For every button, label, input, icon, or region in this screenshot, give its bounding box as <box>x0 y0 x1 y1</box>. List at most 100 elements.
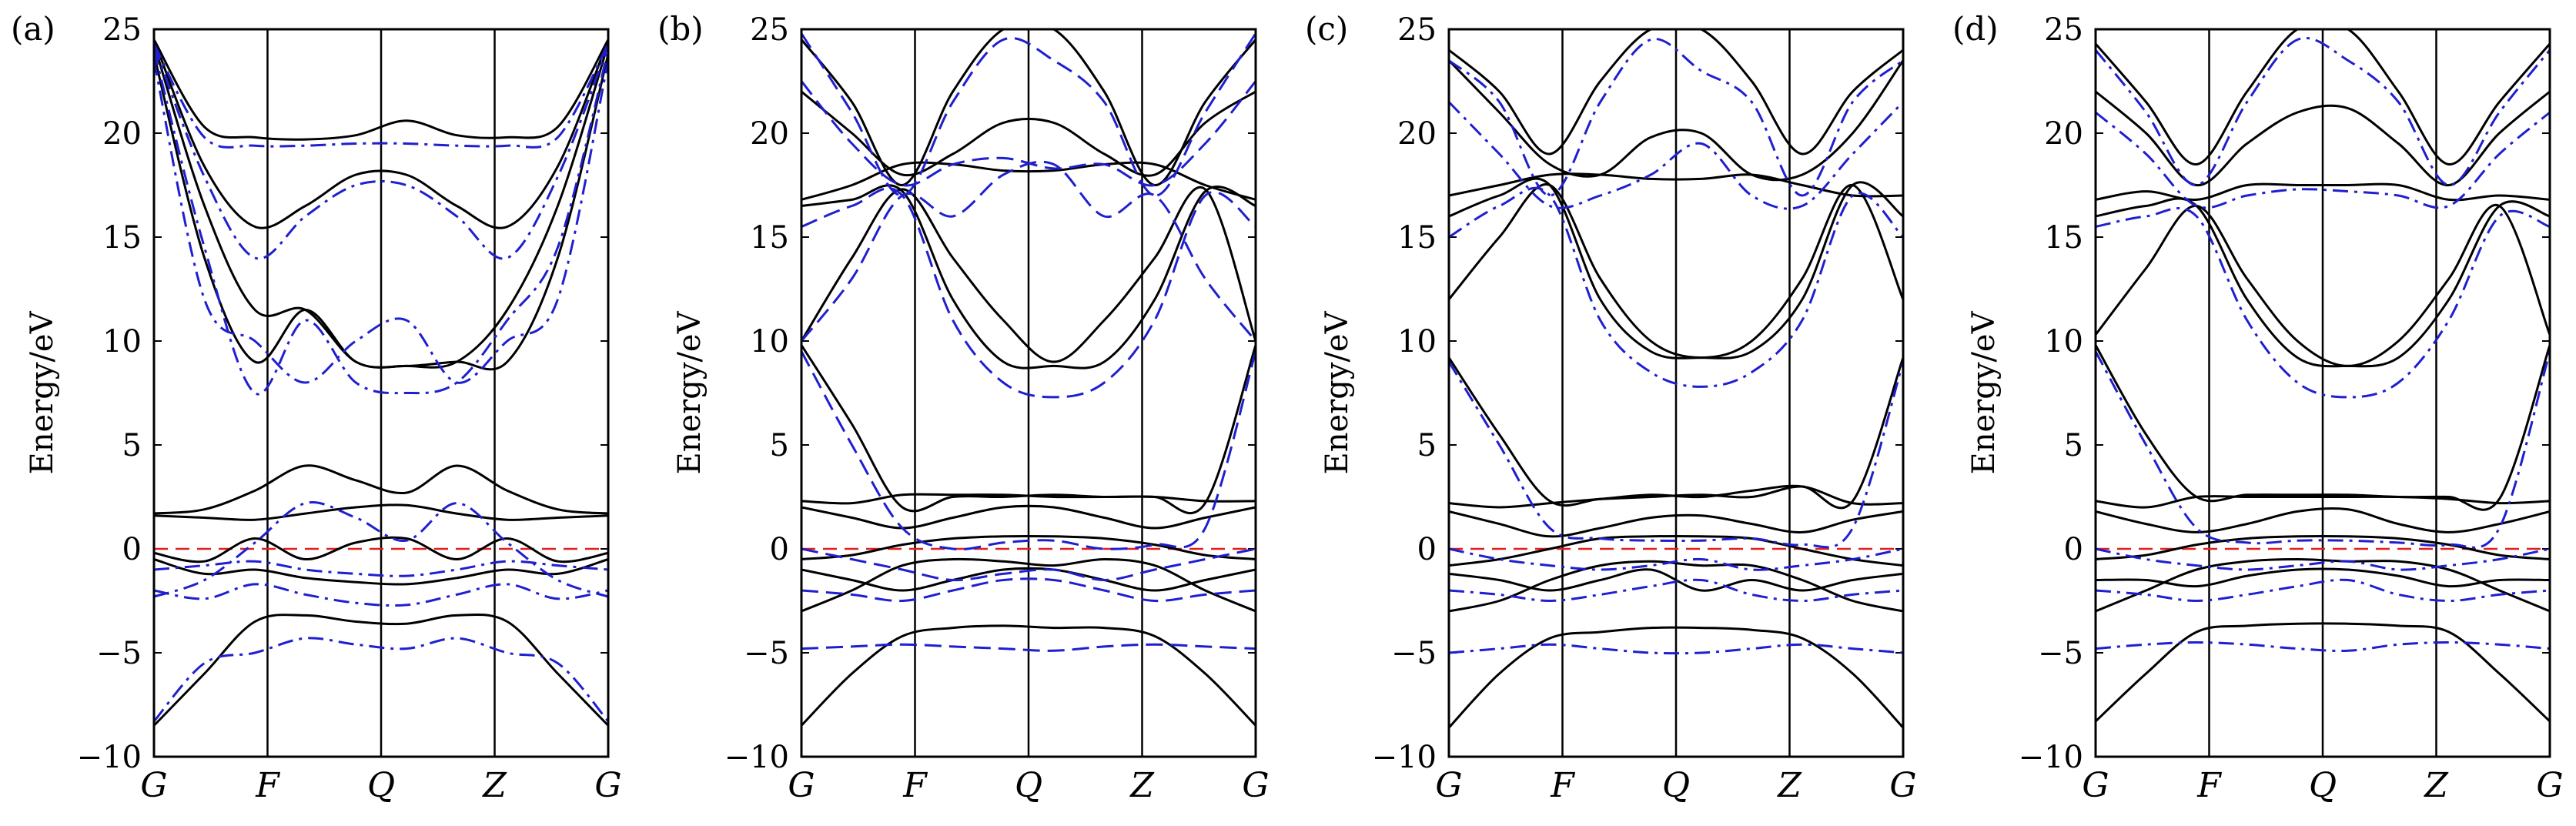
kpoint-label: Z <box>1776 766 1802 805</box>
panel-tag: (d) <box>1952 10 1999 48</box>
y-tick-label: 15 <box>102 220 142 256</box>
y-tick-label: 5 <box>2064 428 2083 463</box>
y-tick-label: 10 <box>1397 324 1437 359</box>
y-tick-label: 20 <box>2044 116 2083 152</box>
band-line-primary <box>1449 534 1903 567</box>
band-line-secondary <box>1449 547 1903 571</box>
bands <box>154 38 608 727</box>
kpoint-label: F <box>1550 766 1575 805</box>
band-line-primary <box>1449 626 1903 729</box>
y-tick-label: 0 <box>122 532 142 567</box>
kpoint-label: Q <box>1015 766 1042 805</box>
y-tick-label: 15 <box>1397 220 1437 256</box>
band-line-secondary <box>154 560 608 577</box>
y-tick-label: 20 <box>1397 116 1437 152</box>
band-line-primary <box>801 29 1256 186</box>
y-tick-label: −5 <box>744 636 789 671</box>
y-tick-label: 15 <box>2044 220 2083 256</box>
band-line-primary <box>2096 203 2550 367</box>
band-line-primary <box>154 38 608 229</box>
band-line-secondary <box>801 643 1256 652</box>
panel-2: (b) Energy/eV −10 −5 0 5 10 15 20 25 G F Q Z G <box>657 10 1270 805</box>
bands <box>1449 29 1903 729</box>
band-line-primary <box>2096 534 2550 560</box>
kpoint-label: F <box>902 766 928 805</box>
band-line-primary <box>801 504 1256 530</box>
y-tick-label: 20 <box>102 116 142 152</box>
band-line-secondary <box>1449 578 1903 603</box>
panel-1: (a) Energy/eV −10 −5 0 5 10 15 20 25 G F Q Z G <box>11 10 622 805</box>
y-tick-label: 5 <box>770 428 789 463</box>
y-axis-title: Energy/eV <box>1320 310 1355 474</box>
y-tick-label: −10 <box>1372 740 1437 775</box>
band-line-primary <box>1449 172 1903 198</box>
kpoint-label: G <box>1242 766 1269 805</box>
band-line-primary <box>2096 90 2550 187</box>
panel-4: (d) Energy/eV −10 −5 0 5 10 15 20 25 G F Q Z G <box>1952 10 2564 805</box>
panels-group: (a) Energy/eV −10 −5 0 5 10 15 20 25 G F Q Z G (b) Energ… <box>11 10 2564 805</box>
kpoint-label: G <box>594 766 621 805</box>
band-line-primary <box>154 536 608 563</box>
y-axis-title: Energy/eV <box>25 310 60 474</box>
y-tick-label: 0 <box>1417 532 1437 567</box>
band-line-primary <box>801 534 1256 560</box>
y-tick-label: 25 <box>1397 12 1437 48</box>
band-line-primary <box>1449 510 1903 538</box>
band-line-primary <box>2096 182 2550 202</box>
band-line-primary <box>1449 560 1903 613</box>
band-line-primary <box>2096 567 2550 588</box>
band-line-secondary <box>801 187 1256 399</box>
band-line-secondary <box>2096 640 2550 652</box>
kpoint-label: G <box>140 766 167 805</box>
kpoint-label: Z <box>1129 766 1155 805</box>
band-line-primary <box>1449 568 1903 592</box>
band-line-primary <box>154 54 608 371</box>
band-line-secondary <box>1449 101 1903 210</box>
band-line-secondary <box>154 49 608 396</box>
band-line-secondary <box>801 350 1256 551</box>
band-line-secondary <box>801 577 1256 603</box>
y-tick-label: 10 <box>2044 324 2083 359</box>
kpoint-label: F <box>255 766 280 805</box>
band-line-secondary <box>1449 186 1903 388</box>
kpoint-label: Z <box>2423 766 2449 805</box>
kpoint-label: G <box>1889 766 1916 805</box>
band-line-secondary <box>1449 38 1903 197</box>
y-tick-label: −5 <box>1391 636 1437 671</box>
bands <box>801 29 1256 727</box>
y-tick-label: 10 <box>750 324 789 359</box>
band-line-secondary <box>154 45 608 260</box>
band-line-secondary <box>1449 361 1903 549</box>
band-line-secondary <box>2096 547 2550 571</box>
kpoint-label: G <box>2082 766 2109 805</box>
panel-tag: (a) <box>11 10 55 48</box>
band-line-primary <box>2096 495 2550 509</box>
y-tick-label: 25 <box>2044 12 2083 48</box>
band-line-primary <box>154 613 608 727</box>
band-line-primary <box>1449 183 1903 359</box>
band-line-primary <box>2096 29 2550 166</box>
band-line-primary <box>154 558 608 586</box>
band-line-secondary <box>2096 350 2550 549</box>
band-line-secondary <box>801 32 1256 197</box>
kpoint-label: F <box>2196 766 2222 805</box>
band-line-primary <box>2096 507 2550 533</box>
band-line-secondary <box>154 43 608 149</box>
kpoint-label: Z <box>481 766 507 805</box>
band-line-primary <box>801 624 1256 727</box>
band-line-primary <box>1449 29 1903 156</box>
band-line-primary <box>801 567 1256 592</box>
panel-tag: (c) <box>1305 10 1348 48</box>
bands <box>2096 29 2550 723</box>
band-line-primary <box>2096 197 2550 368</box>
band-line-primary <box>154 503 608 521</box>
y-tick-label: −5 <box>96 636 142 671</box>
plot-frame <box>800 28 1257 758</box>
kpoint-label: G <box>788 766 815 805</box>
y-axis-title: Energy/eV <box>1966 310 2002 474</box>
y-tick-label: 25 <box>102 12 142 48</box>
band-line-secondary <box>801 160 1256 342</box>
y-tick-label: 15 <box>750 220 789 256</box>
band-line-secondary <box>154 637 608 723</box>
band-line-primary <box>801 161 1256 201</box>
